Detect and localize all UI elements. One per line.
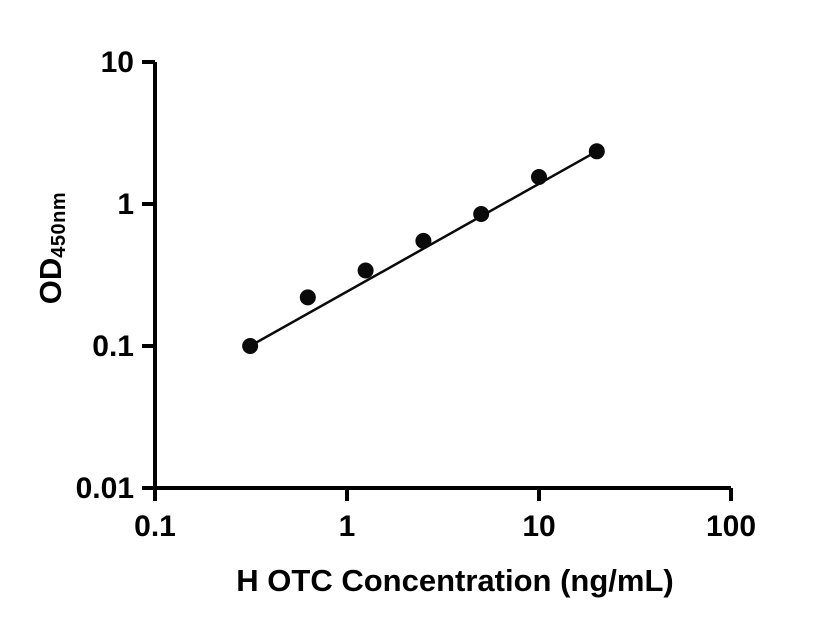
axis-frame: [153, 62, 731, 490]
data-point: [473, 206, 490, 223]
x-axis-title-text: H OTC Concentration (ng/mL): [236, 563, 674, 598]
y-tick-label: 1: [117, 188, 134, 221]
y-axis-title-subscript: 450nm: [48, 191, 70, 258]
data-point: [357, 262, 374, 279]
data-point: [588, 143, 605, 160]
data-point: [415, 232, 432, 249]
x-tick-label: 10: [522, 510, 555, 543]
data-point: [531, 168, 547, 185]
y-tick-label: 0.1: [92, 330, 134, 363]
data-point: [299, 289, 316, 306]
y-axis-title-main: OD: [33, 257, 68, 305]
y-tick-label: 10: [101, 46, 134, 79]
data-point: [242, 338, 259, 354]
x-tick-label: 100: [706, 510, 756, 543]
x-tick-label: 0.1: [134, 510, 176, 543]
y-tick-label: 0.01: [76, 472, 134, 505]
y-axis-title: OD450nm: [33, 192, 71, 304]
x-axis-title: H OTC Concentration (ng/mL): [236, 563, 673, 599]
x-tick-label: 1: [339, 510, 356, 543]
